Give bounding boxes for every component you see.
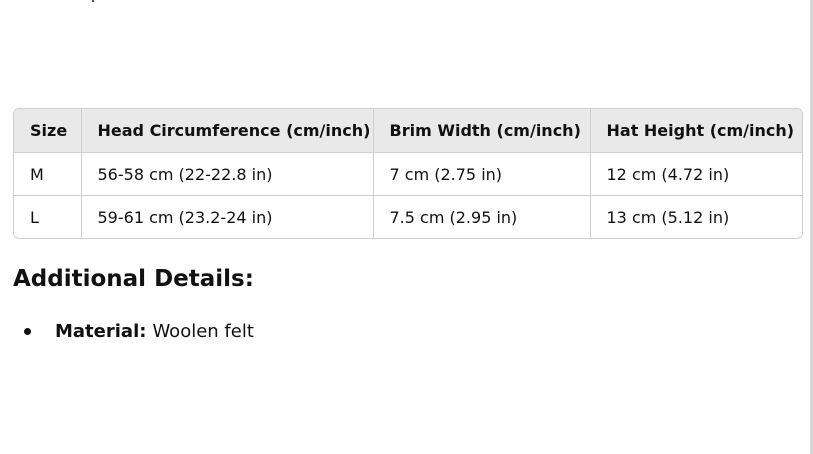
table-row: L 59-61 cm (23.2-24 in) 7.5 cm (2.95 in)… xyxy=(14,195,802,238)
table-row: M 56-58 cm (22-22.8 in) 7 cm (2.75 in) 1… xyxy=(14,152,802,196)
size-table-container: Size Head Circumference (cm/inch) Brim W… xyxy=(13,108,803,239)
list-item: Material: Woolen felt xyxy=(13,318,254,344)
header-brim-width: Brim Width (cm/inch) xyxy=(373,109,591,153)
cell-hat-height: 12 cm (4.72 in) xyxy=(590,152,802,196)
cell-hat-height: 13 cm (5.12 in) xyxy=(606,207,730,227)
size-table: Size Head Circumference (cm/inch) Brim W… xyxy=(14,109,802,238)
cell-size: M xyxy=(14,152,82,196)
header-head-circumference: Head Circumference (cm/inch) xyxy=(81,109,374,153)
table-header-row: Size Head Circumference (cm/inch) Brim W… xyxy=(14,109,802,153)
header-hat-height: Hat Height (cm/inch) xyxy=(590,109,802,153)
stray-mark xyxy=(92,0,94,2)
cell-size: L xyxy=(14,195,82,238)
bullet-icon xyxy=(24,327,31,335)
cell-head-circumference: 56-58 cm (22-22.8 in) xyxy=(81,152,374,196)
cell-brim-width: 7.5 cm (2.95 in) xyxy=(373,195,591,238)
details-list: Material: Woolen felt xyxy=(13,318,254,344)
scrollbar[interactable] xyxy=(810,0,813,454)
cell-brim-width: 7 cm (2.75 in) xyxy=(373,152,591,196)
detail-value: Woolen felt xyxy=(152,320,254,342)
cell-head-circumference: 59-61 cm (23.2-24 in) xyxy=(81,195,374,238)
detail-label: Material: xyxy=(55,320,147,342)
header-size: Size xyxy=(14,109,82,153)
additional-details-heading: Additional Details: xyxy=(13,266,254,292)
